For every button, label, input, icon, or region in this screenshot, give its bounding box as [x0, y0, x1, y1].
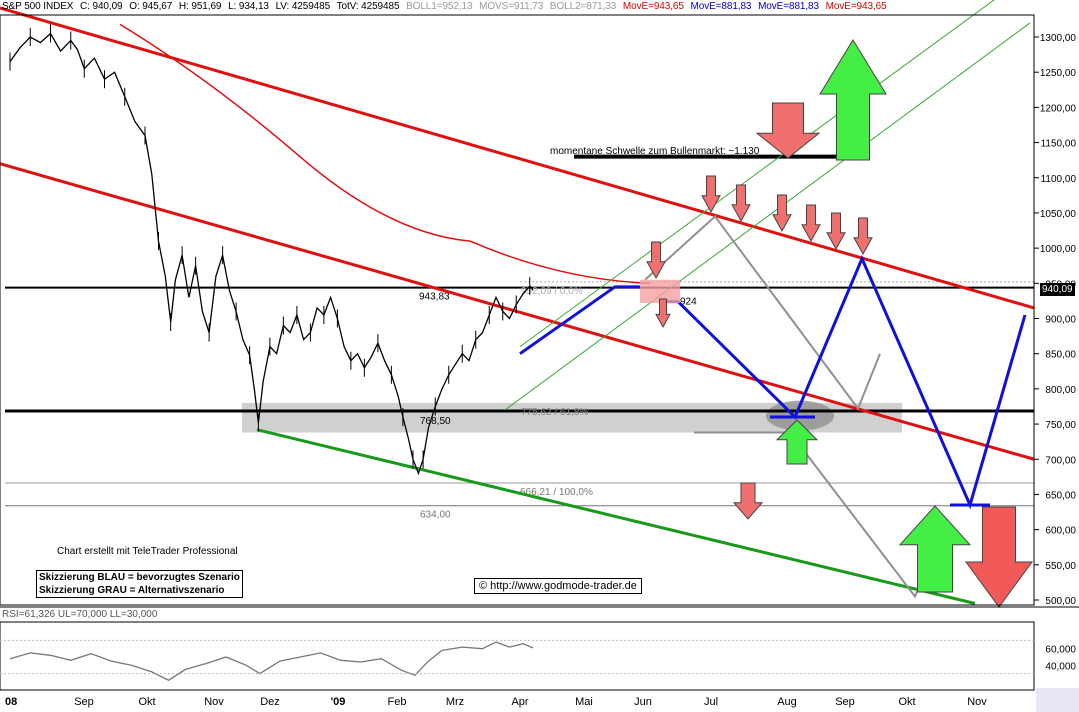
y-tick-label: 1250,00	[1040, 68, 1077, 79]
x-tick-label: Nov	[204, 696, 224, 708]
header-boll2: BOLL2=871,33	[549, 1, 617, 12]
arrow-down-7	[853, 217, 873, 256]
rsi-line	[9, 641, 534, 681]
header-close: C: 940,09	[80, 1, 123, 12]
arrow-down-4	[772, 194, 792, 233]
x-tick-label: Jul	[704, 696, 718, 708]
chart-header: S&P 500 INDEX C: 940,09 O: 945,67 H: 951…	[2, 1, 891, 12]
arrow-down-8	[646, 241, 666, 280]
blue-scenario-path	[660, 254, 1027, 510]
header-movs: MOVS=911,73	[479, 1, 544, 12]
header-move2: MovE=881,83	[690, 1, 752, 12]
y-tick-label: 1050,00	[1040, 209, 1077, 220]
header-low: L: 934,13	[228, 1, 269, 12]
credit-text: Chart erstellt mit TeleTrader Profession…	[57, 546, 238, 557]
arrow-down-9	[732, 482, 764, 520]
rsi-header: RSI=61,326 UL=70,000 LL=30,000	[2, 609, 158, 620]
x-tick-label: Okt	[138, 696, 155, 708]
x-tick-label: '09	[331, 696, 346, 708]
x-tick-label: Mai	[575, 696, 593, 708]
header-move3: MovE=881,83	[758, 1, 819, 12]
grey-scenario-path-2	[694, 431, 926, 599]
scenario-overlay	[519, 39, 1033, 608]
grey-scenario-path	[644, 214, 881, 411]
green-support-line	[256, 428, 976, 605]
arrow-up-large	[819, 39, 887, 161]
legend-grey: Skizzierung GRAU = Alternativszenario	[39, 585, 225, 596]
arrow-down-small	[655, 298, 671, 329]
copyright-box[interactable]: © http://www.godmode-trader.de	[474, 578, 642, 594]
uptrend-channel-lower	[504, 22, 1031, 411]
uptrend-channel-upper	[519, 0, 995, 348]
moving-average-line	[119, 23, 651, 285]
header-open: O: 945,67	[129, 1, 173, 12]
rsi-panel-frame	[0, 621, 1035, 691]
label-775: 775,62 / 61,8%	[521, 407, 588, 418]
header-lv: LV: 4259485	[275, 1, 331, 12]
y-tick-label: 850,00	[1045, 350, 1076, 361]
header-boll1: BOLL1=952,13	[406, 1, 473, 12]
y-tick-label: 1300,00	[1040, 33, 1077, 44]
x-tick-label: Feb	[388, 696, 407, 708]
legend-box: Skizzierung BLAU = bevorzugtes Szenario …	[36, 570, 243, 598]
arrow-down-3	[731, 184, 751, 223]
x-tick-label: Sep	[74, 696, 94, 708]
y-tick-label: 750,00	[1045, 420, 1076, 431]
axes: 1300,00 1250,00 1200,00 1150,00 1100,00 1050,…	[0, 14, 1079, 708]
arrow-down-1	[755, 102, 821, 159]
y-tick-label: 1150,00	[1041, 139, 1077, 150]
y-tick-label: 500,00	[1045, 596, 1076, 607]
price-panel-frame	[0, 14, 1035, 606]
y-tick-label: 700,00	[1045, 455, 1076, 466]
header-symbol: S&P 500 INDEX	[2, 1, 74, 12]
y-tick-label: 1100,00	[1041, 174, 1077, 185]
arrow-down-bottom	[965, 506, 1033, 608]
x-tick-label: Aug	[777, 696, 797, 708]
header-move4: MovE=943,65	[825, 1, 887, 12]
label-952: 952,09 / 0,0%	[521, 286, 583, 297]
last-price-tag: 940,09	[1040, 283, 1075, 296]
label-768: 768,50	[420, 416, 451, 427]
arrow-down-5	[801, 204, 821, 243]
label-924: 924	[680, 297, 697, 308]
panel-corner	[1036, 688, 1079, 712]
red-channel-upper	[0, 6, 1035, 310]
x-tick-label: Nov	[967, 696, 987, 708]
label-634: 634,00	[420, 510, 451, 521]
arrow-up-small	[775, 419, 819, 465]
y-tick-label: 1200,00	[1040, 103, 1077, 114]
x-tick-label: Dez	[260, 696, 280, 708]
rsi-tick-label: 40,000	[1045, 661, 1076, 672]
x-tick-label: Okt	[898, 696, 915, 708]
red-channel-lower	[0, 162, 1035, 461]
price-series	[9, 24, 534, 681]
y-tick-label: 550,00	[1045, 561, 1076, 572]
label-943: 943,83	[419, 292, 450, 303]
x-tick-label: Sep	[835, 696, 855, 708]
price-line	[9, 32, 534, 476]
x-tick-label: Mrz	[446, 696, 464, 708]
x-tick-label: 08	[5, 696, 17, 708]
y-tick-label: 800,00	[1045, 385, 1076, 396]
y-tick-label: 900,00	[1045, 315, 1076, 326]
x-tick-label: Jun	[634, 696, 652, 708]
header-move1: MovE=943,65	[622, 1, 684, 12]
legend-blue: Skizzierung BLAU = bevorzugtes Szenario	[39, 572, 240, 583]
arrow-down-2	[701, 175, 721, 214]
arrow-down-6	[826, 212, 846, 251]
rsi-tick-label: 60,000	[1045, 645, 1076, 656]
header-totv: TotV: 4259485	[336, 1, 400, 12]
y-tick-label: 650,00	[1045, 490, 1076, 501]
header-high: H: 951,69	[178, 1, 222, 12]
blue-rise-path	[519, 285, 640, 355]
threshold-annotation: momentane Schwelle zum Bullenmarkt: ~1.1…	[550, 146, 760, 157]
arrow-up-bottom	[898, 505, 972, 593]
y-tick-label: 600,00	[1045, 526, 1076, 537]
x-tick-label: Apr	[511, 696, 528, 708]
label-666: 666,21 / 100,0%	[520, 487, 593, 498]
y-tick-label: 1000,00	[1040, 244, 1077, 255]
current-price-box	[640, 279, 680, 304]
